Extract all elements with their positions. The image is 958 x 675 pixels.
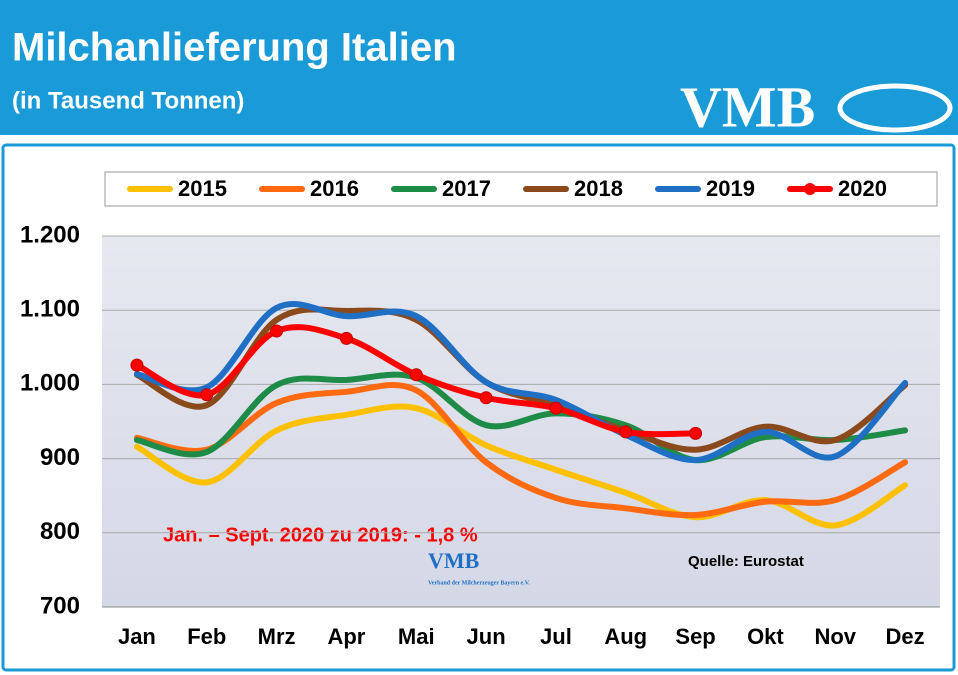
series-line: [133, 301, 909, 464]
x-tick-label: Mai: [398, 624, 435, 649]
x-tick-label: Sep: [675, 624, 715, 649]
logo: VMB: [680, 74, 815, 139]
title: Milchanlieferung Italien: [12, 26, 457, 70]
legend-marker: [804, 183, 816, 195]
point-marker: [549, 401, 563, 415]
annotation: Jan. – Sept. 2020 zu 2019: - 1,8 %: [163, 524, 478, 546]
logo-small-subtitle: Verband der Milcherzeuger Bayern e.V.: [428, 580, 530, 586]
y-tick-label: 700: [40, 592, 80, 619]
x-tick-label: Aug: [604, 624, 647, 649]
x-tick-label: Okt: [747, 624, 784, 649]
series-line: [133, 371, 909, 464]
x-tick-label: Dez: [886, 624, 925, 649]
point-marker: [339, 331, 353, 345]
legend-label: 2016: [310, 176, 359, 201]
point-marker: [689, 426, 703, 440]
x-tick-label: Jan: [118, 624, 156, 649]
y-tick-label: 1.200: [20, 221, 80, 248]
series-line: [133, 382, 909, 519]
subtitle: (in Tausend Tonnen): [12, 87, 244, 114]
point-marker: [270, 324, 284, 338]
point-marker: [200, 388, 214, 402]
x-tick-label: Jun: [467, 624, 506, 649]
point-marker: [409, 368, 423, 382]
header: [0, 0, 958, 135]
legend-label: 2020: [838, 176, 887, 201]
logo-small: VMB: [428, 548, 480, 573]
x-tick-label: Nov: [814, 624, 856, 649]
legend-label: 2017: [442, 176, 491, 201]
x-tick-label: Apr: [327, 624, 365, 649]
source: Quelle: Eurostat: [688, 553, 804, 570]
y-tick-label: 1.000: [20, 370, 80, 397]
legend-label: 2018: [574, 176, 623, 201]
y-tick-label: 1.100: [20, 296, 80, 323]
y-tick-label: 800: [40, 518, 80, 545]
x-tick-label: Jul: [540, 624, 572, 649]
x-tick-label: Feb: [187, 624, 226, 649]
legend-label: 2015: [178, 176, 227, 201]
y-tick-label: 900: [40, 444, 80, 471]
legend-label: 2019: [706, 176, 755, 201]
logo-swoosh: [837, 83, 953, 133]
point-marker: [130, 358, 144, 372]
point-marker: [479, 391, 493, 405]
x-tick-label: Mrz: [258, 624, 296, 649]
point-marker: [619, 425, 633, 439]
